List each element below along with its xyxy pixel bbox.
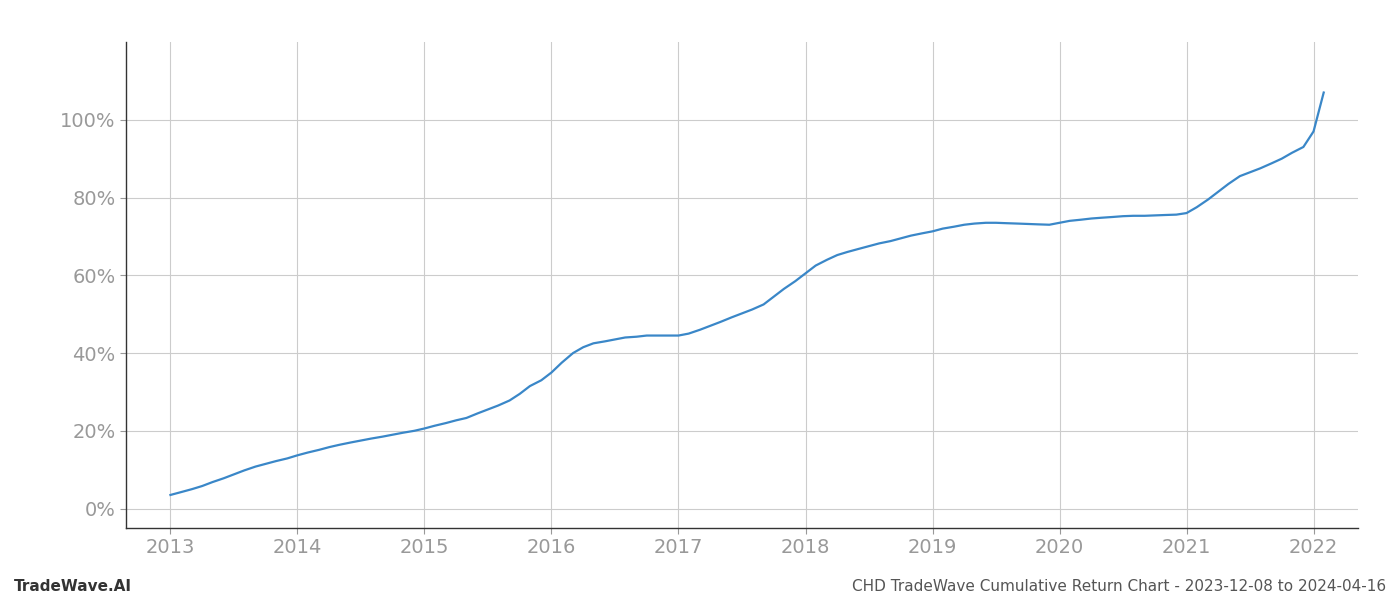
Text: CHD TradeWave Cumulative Return Chart - 2023-12-08 to 2024-04-16: CHD TradeWave Cumulative Return Chart - … (851, 579, 1386, 594)
Text: TradeWave.AI: TradeWave.AI (14, 579, 132, 594)
